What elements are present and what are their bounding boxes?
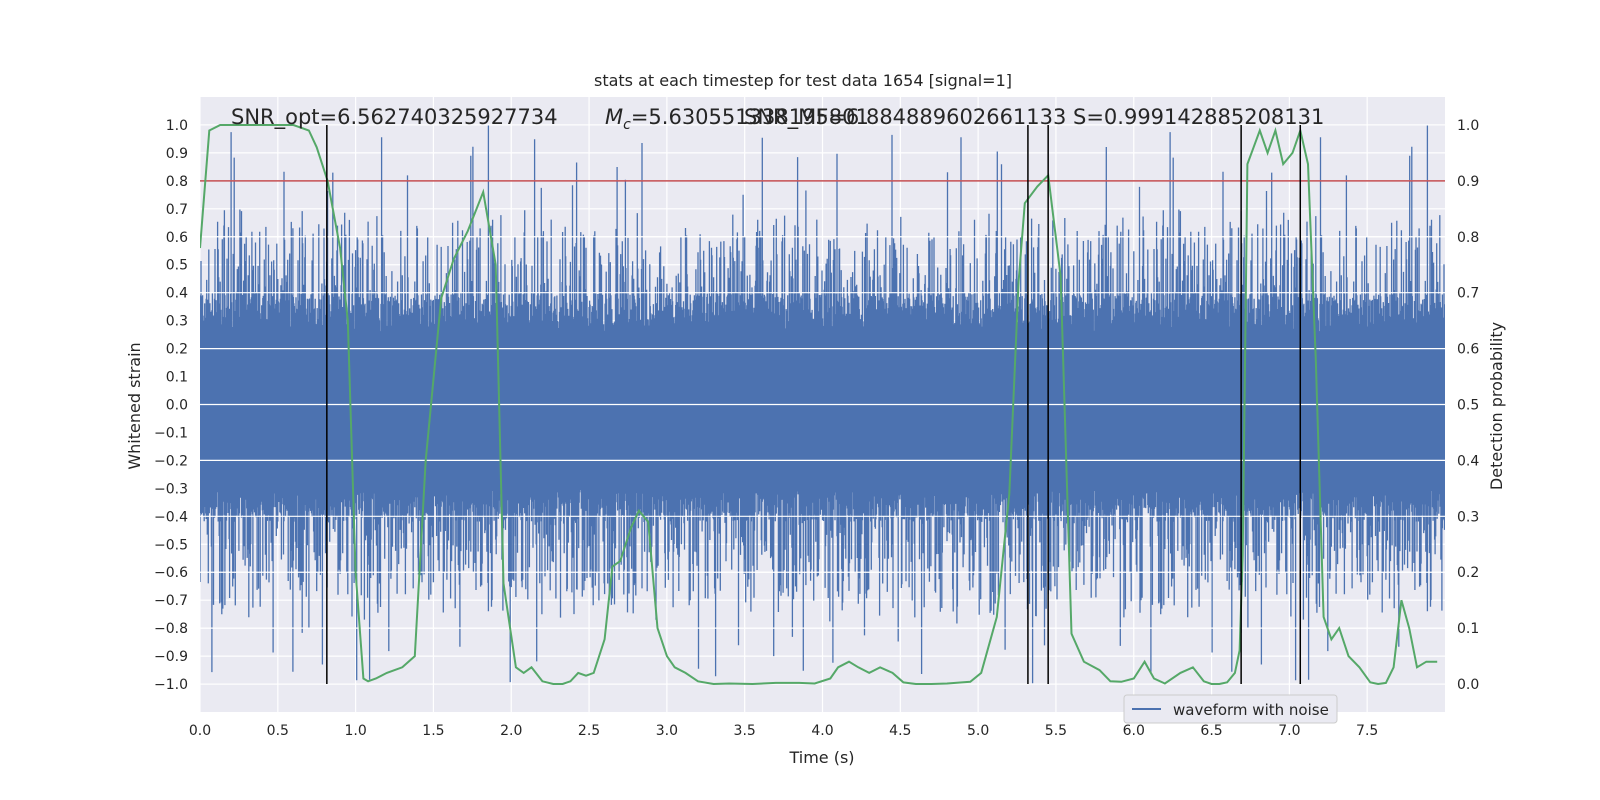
legend-label: waveform with noise — [1173, 701, 1329, 719]
y2-tick-label: 0.1 — [1457, 621, 1479, 637]
y2-tick-label: 0.3 — [1457, 509, 1479, 525]
y-tick-label: 0.4 — [166, 286, 188, 302]
x-tick-label: 7.0 — [1278, 723, 1300, 739]
mc-symbol: M — [605, 105, 623, 129]
x-tick-label: 1.5 — [422, 723, 444, 739]
x-axis-label: Time (s) — [788, 748, 854, 767]
x-tick-label: 4.5 — [889, 723, 911, 739]
y-tick-label: −0.2 — [154, 453, 188, 469]
annotation-s: S=0.999142885208131 — [1073, 105, 1324, 129]
x-tick-label: 0.5 — [267, 723, 289, 739]
x-tick-label: 6.5 — [1200, 723, 1222, 739]
y-tick-label: 0.9 — [166, 146, 188, 162]
x-tick-label: 3.0 — [656, 723, 678, 739]
y-tick-label: 0.3 — [166, 314, 188, 330]
y-tick-label: −0.1 — [154, 425, 188, 441]
y2-tick-label: 0.9 — [1457, 174, 1479, 190]
y-tick-label: 0.5 — [166, 258, 188, 274]
y2-axis-label: Detection probability — [1487, 322, 1506, 490]
y-tick-label: −0.5 — [154, 537, 188, 553]
mc-value: =5.630551338195801 — [631, 105, 869, 129]
y2-tick-label: 0.8 — [1457, 230, 1479, 246]
y2-tick-label: 1.0 — [1457, 118, 1479, 134]
x-tick-label: 2.5 — [578, 723, 600, 739]
y2-tick-label: 0.2 — [1457, 565, 1479, 581]
y-axis-ticks: 1.0 0.9 0.8 0.7 0.6 0.5 0.4 0.3 0.2 0.1 0.0 −0.1 −0.… — [154, 118, 188, 693]
x-tick-label: 3.5 — [734, 723, 756, 739]
x-tick-label: 0.0 — [189, 723, 211, 739]
y2-tick-label: 0.6 — [1457, 342, 1479, 358]
y-axis-label: Whitened strain — [125, 342, 144, 469]
y-tick-label: 0.0 — [166, 398, 188, 414]
annotation-mc: Mc=5.630551338195801 — [605, 105, 869, 133]
y-tick-label: 0.1 — [166, 370, 188, 386]
mc-subscript: c — [623, 117, 631, 133]
waveform-series — [200, 125, 1445, 684]
probability-line — [200, 124, 1438, 686]
legend-box — [1123, 694, 1338, 724]
event-markers — [326, 124, 1302, 685]
x-tick-label: 1.0 — [344, 723, 366, 739]
annotations: SNR_opt=6.562740325927734 Mc=5.630551338… — [231, 105, 1324, 133]
x-tick-label: 6.0 — [1123, 723, 1145, 739]
x-tick-label: 4.0 — [811, 723, 833, 739]
y-tick-label: 0.7 — [166, 202, 188, 218]
y-tick-label: −0.8 — [154, 621, 188, 637]
x-axis-ticks: 0.0 0.5 1.0 1.5 2.0 2.5 3.0 3.5 4.0 4.5 5.0 5.5 6.0 6… — [189, 723, 1378, 739]
y-tick-label: −0.4 — [154, 509, 188, 525]
x-tick-label: 7.5 — [1356, 723, 1378, 739]
legend: waveform with noise — [1123, 694, 1338, 724]
y2-axis-ticks: 1.0 0.9 0.8 0.7 0.6 0.5 0.4 0.3 0.2 0.1 0.0 — [1457, 118, 1479, 693]
x-tick-label: 2.0 — [500, 723, 522, 739]
annotation-snr-mf: SNR_MF=6.884889602661133 — [744, 105, 1066, 130]
annotation-snr-opt: SNR_opt=6.562740325927734 — [231, 105, 558, 130]
y-tick-label: 0.8 — [166, 174, 188, 190]
y2-tick-label: 0.0 — [1457, 677, 1479, 693]
y-tick-label: −0.9 — [154, 649, 188, 665]
y2-tick-label: 0.5 — [1457, 398, 1479, 414]
y-tick-label: −1.0 — [154, 677, 188, 693]
y-tick-label: 0.2 — [166, 342, 188, 358]
y2-tick-label: 0.4 — [1457, 453, 1479, 469]
x-tick-label: 5.0 — [967, 723, 989, 739]
waveform-band — [200, 331, 1445, 489]
y-tick-label: 1.0 — [166, 118, 188, 134]
y-tick-label: 0.6 — [166, 230, 188, 246]
y2-tick-label: 0.7 — [1457, 286, 1479, 302]
y-tick-label: −0.6 — [154, 565, 188, 581]
chart-title: stats at each timestep for test data 165… — [594, 71, 1012, 90]
y-tick-label: −0.7 — [154, 593, 188, 609]
x-tick-label: 5.5 — [1045, 723, 1067, 739]
y-tick-label: −0.3 — [154, 481, 188, 497]
